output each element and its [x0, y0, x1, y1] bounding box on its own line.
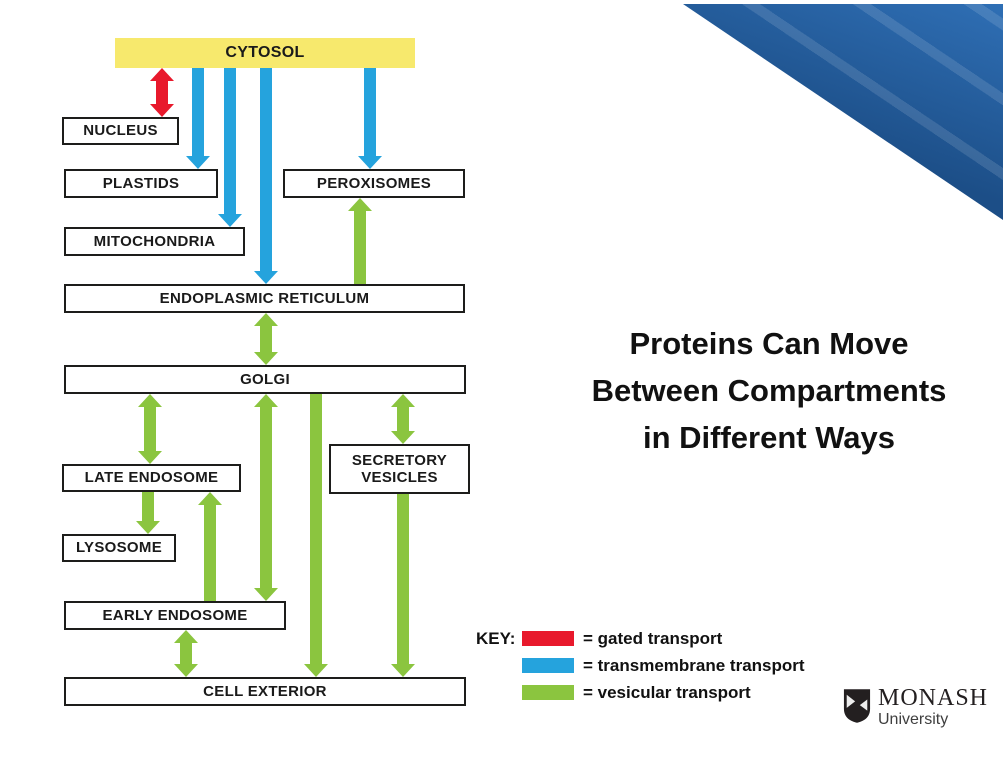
compartment-plastids: PLASTIDS — [64, 169, 218, 198]
key-entry-label: = gated transport — [583, 628, 723, 648]
arrow-late-endosome-lysosome — [136, 492, 160, 534]
arrow-cytosol-er — [254, 68, 278, 284]
key-row-gated: KEY: = gated transport — [476, 629, 805, 648]
key-entry-label: = transmembrane transport — [583, 655, 805, 675]
arrow-head-up — [254, 394, 278, 407]
monash-shield-icon — [843, 689, 871, 723]
arrow-head-up — [391, 394, 415, 407]
compartment-secretory-vesicles: SECRETORY VESICLES — [329, 444, 470, 494]
arrow-cytosol-plastids — [186, 68, 210, 169]
compartment-cell-exterior: CELL EXTERIOR — [64, 677, 466, 706]
arrow-cytosol-nucleus — [150, 68, 174, 117]
arrow-head-down — [254, 588, 278, 601]
arrow-head-up — [150, 68, 174, 81]
arrow-er-golgi — [254, 313, 278, 365]
arrow-head-down — [218, 214, 242, 227]
arrow-secretory-vesicles-cell-exterior — [391, 494, 415, 677]
arrow-head-down — [358, 156, 382, 169]
arrow-shaft — [180, 642, 192, 665]
arrow-head-down — [254, 352, 278, 365]
arrow-early-endosome-cell-exterior — [174, 630, 198, 677]
arrow-head-down — [391, 664, 415, 677]
arrow-head-down — [174, 664, 198, 677]
slide-title-line-2: Between Compartments — [591, 373, 947, 408]
compartment-late-endosome: LATE ENDOSOME — [62, 464, 241, 492]
arrow-shaft — [260, 406, 272, 589]
compartment-peroxisomes: PEROXISOMES — [283, 169, 465, 198]
arrow-head-up — [254, 313, 278, 326]
compartment-endoplasmic-reticulum: ENDOPLASMIC RETICULUM — [64, 284, 465, 313]
slide-title-line-3: in Different Ways — [642, 420, 896, 455]
corner-decoration — [683, 4, 1003, 220]
slide-title: Proteins Can Move Between Compartments i… — [535, 320, 1003, 461]
arrow-golgi-early-endosome — [254, 394, 278, 601]
compartment-early-endosome: EARLY ENDOSOME — [64, 601, 286, 630]
arrow-head-down — [304, 664, 328, 677]
monash-logo-name: MONASH — [878, 685, 989, 711]
arrow-head-up — [198, 492, 222, 505]
arrow-er-peroxisomes — [348, 198, 372, 284]
arrow-cytosol-peroxisomes — [358, 68, 382, 169]
compartment-golgi: GOLGI — [64, 365, 466, 394]
arrow-shaft — [397, 406, 409, 432]
slide-title-line-1: Proteins Can Move — [629, 326, 909, 361]
arrow-shaft — [354, 210, 366, 284]
monash-logo-sub: University — [878, 711, 949, 728]
arrow-shaft — [192, 68, 204, 157]
arrow-head-down — [138, 451, 162, 464]
monash-logo: MONASH University — [843, 686, 988, 729]
arrow-shaft — [260, 68, 272, 272]
key-label: KEY: — [476, 628, 516, 648]
arrow-head-down — [136, 521, 160, 534]
monash-logo-text: MONASH University — [878, 686, 988, 729]
arrow-head-up — [348, 198, 372, 211]
arrow-golgi-cell-exterior — [304, 394, 328, 677]
arrow-golgi-late-endosome — [138, 394, 162, 464]
arrow-head-up — [138, 394, 162, 407]
arrow-shaft — [156, 80, 168, 105]
arrow-head-up — [174, 630, 198, 643]
arrow-shaft — [204, 504, 216, 601]
arrow-head-down — [150, 104, 174, 117]
arrow-cytosol-mitochondria — [218, 68, 242, 227]
arrow-shaft — [397, 494, 409, 665]
vesicular-transport-swatch — [522, 685, 574, 700]
compartment-lysosome: LYSOSOME — [62, 534, 176, 562]
transport-key: KEY: = gated transport = transmembrane t… — [476, 629, 805, 710]
arrow-shaft — [364, 68, 376, 157]
arrow-shaft — [144, 406, 156, 452]
key-entry-label: = vesicular transport — [583, 682, 751, 702]
arrow-shaft — [260, 325, 272, 353]
arrow-golgi-secretory-vesicles — [391, 394, 415, 444]
key-row-vesicular: = vesicular transport — [522, 683, 805, 702]
key-row-transmembrane: = transmembrane transport — [522, 656, 805, 675]
compartment-cytosol: CYTOSOL — [115, 38, 415, 68]
transmembrane-transport-swatch — [522, 658, 574, 673]
gated-transport-swatch — [522, 631, 574, 646]
arrow-head-down — [254, 271, 278, 284]
arrow-head-down — [391, 431, 415, 444]
compartment-nucleus: NUCLEUS — [62, 117, 179, 145]
arrow-shaft — [310, 394, 322, 665]
arrow-head-down — [186, 156, 210, 169]
arrow-shaft — [142, 492, 154, 522]
arrow-shaft — [224, 68, 236, 215]
arrow-early-endosome-late-endosome — [198, 492, 222, 601]
compartment-mitochondria: MITOCHONDRIA — [64, 227, 245, 256]
